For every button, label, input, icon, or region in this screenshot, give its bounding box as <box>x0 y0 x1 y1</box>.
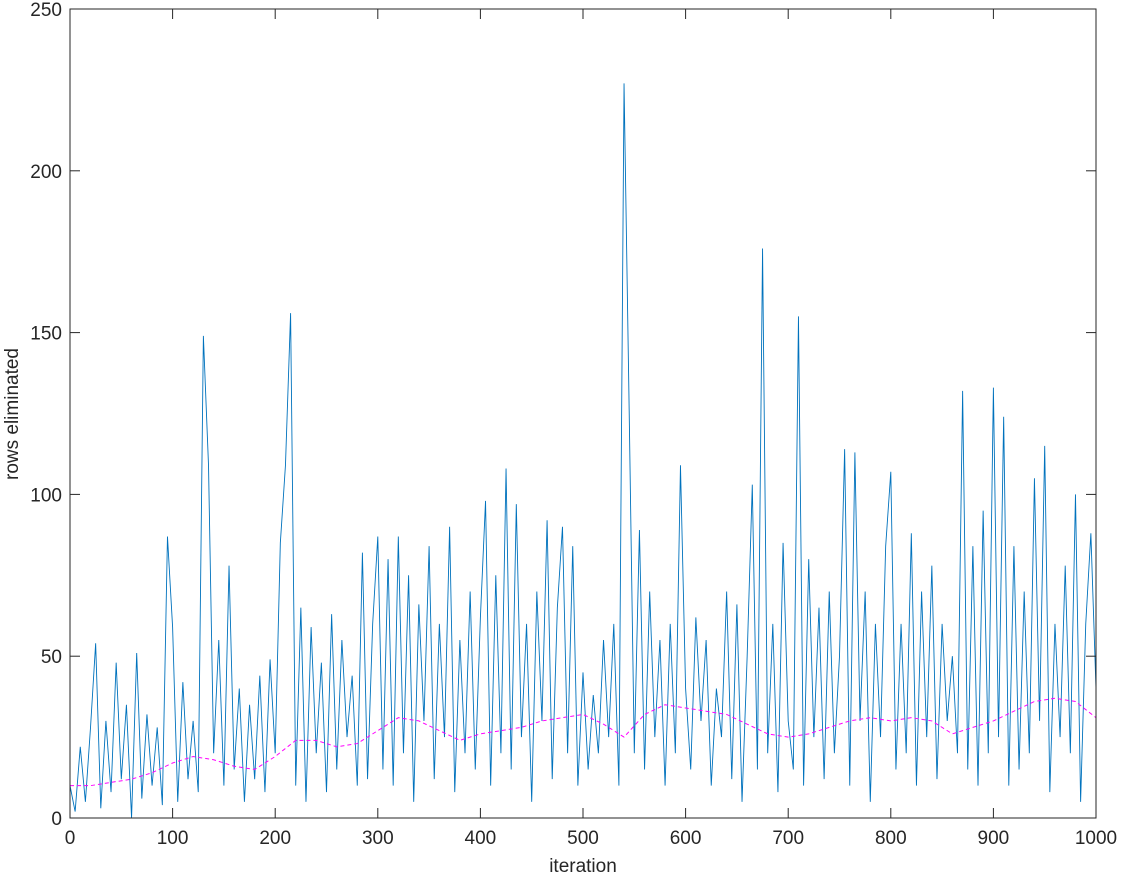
x-tick-label: 600 <box>670 828 702 849</box>
x-tick-label: 800 <box>875 828 907 849</box>
average-line <box>70 697 1097 787</box>
y-tick-label: 50 <box>41 647 62 668</box>
x-tick-label: 200 <box>259 828 291 849</box>
x-tick-label: 300 <box>362 828 394 849</box>
x-tick-label: 900 <box>978 828 1010 849</box>
y-tick-label: 0 <box>51 809 62 830</box>
data-line <box>69 83 1097 819</box>
y-axis-label: rows eliminated <box>2 348 23 480</box>
x-tick-label: 1000 <box>1075 828 1117 849</box>
plot-frame <box>69 8 1097 819</box>
x-axis-label: iteration <box>549 856 617 875</box>
x-tick-label: 100 <box>157 828 189 849</box>
y-tick-label: 250 <box>30 0 62 21</box>
x-tick-label: 500 <box>567 828 599 849</box>
x-tick-label: 700 <box>772 828 804 849</box>
x-tick-label: 0 <box>65 828 76 849</box>
x-tick-label: 400 <box>465 828 497 849</box>
y-tick-label: 200 <box>30 162 62 183</box>
y-tick-label: 100 <box>30 485 62 506</box>
y-tick-label: 150 <box>30 324 62 345</box>
